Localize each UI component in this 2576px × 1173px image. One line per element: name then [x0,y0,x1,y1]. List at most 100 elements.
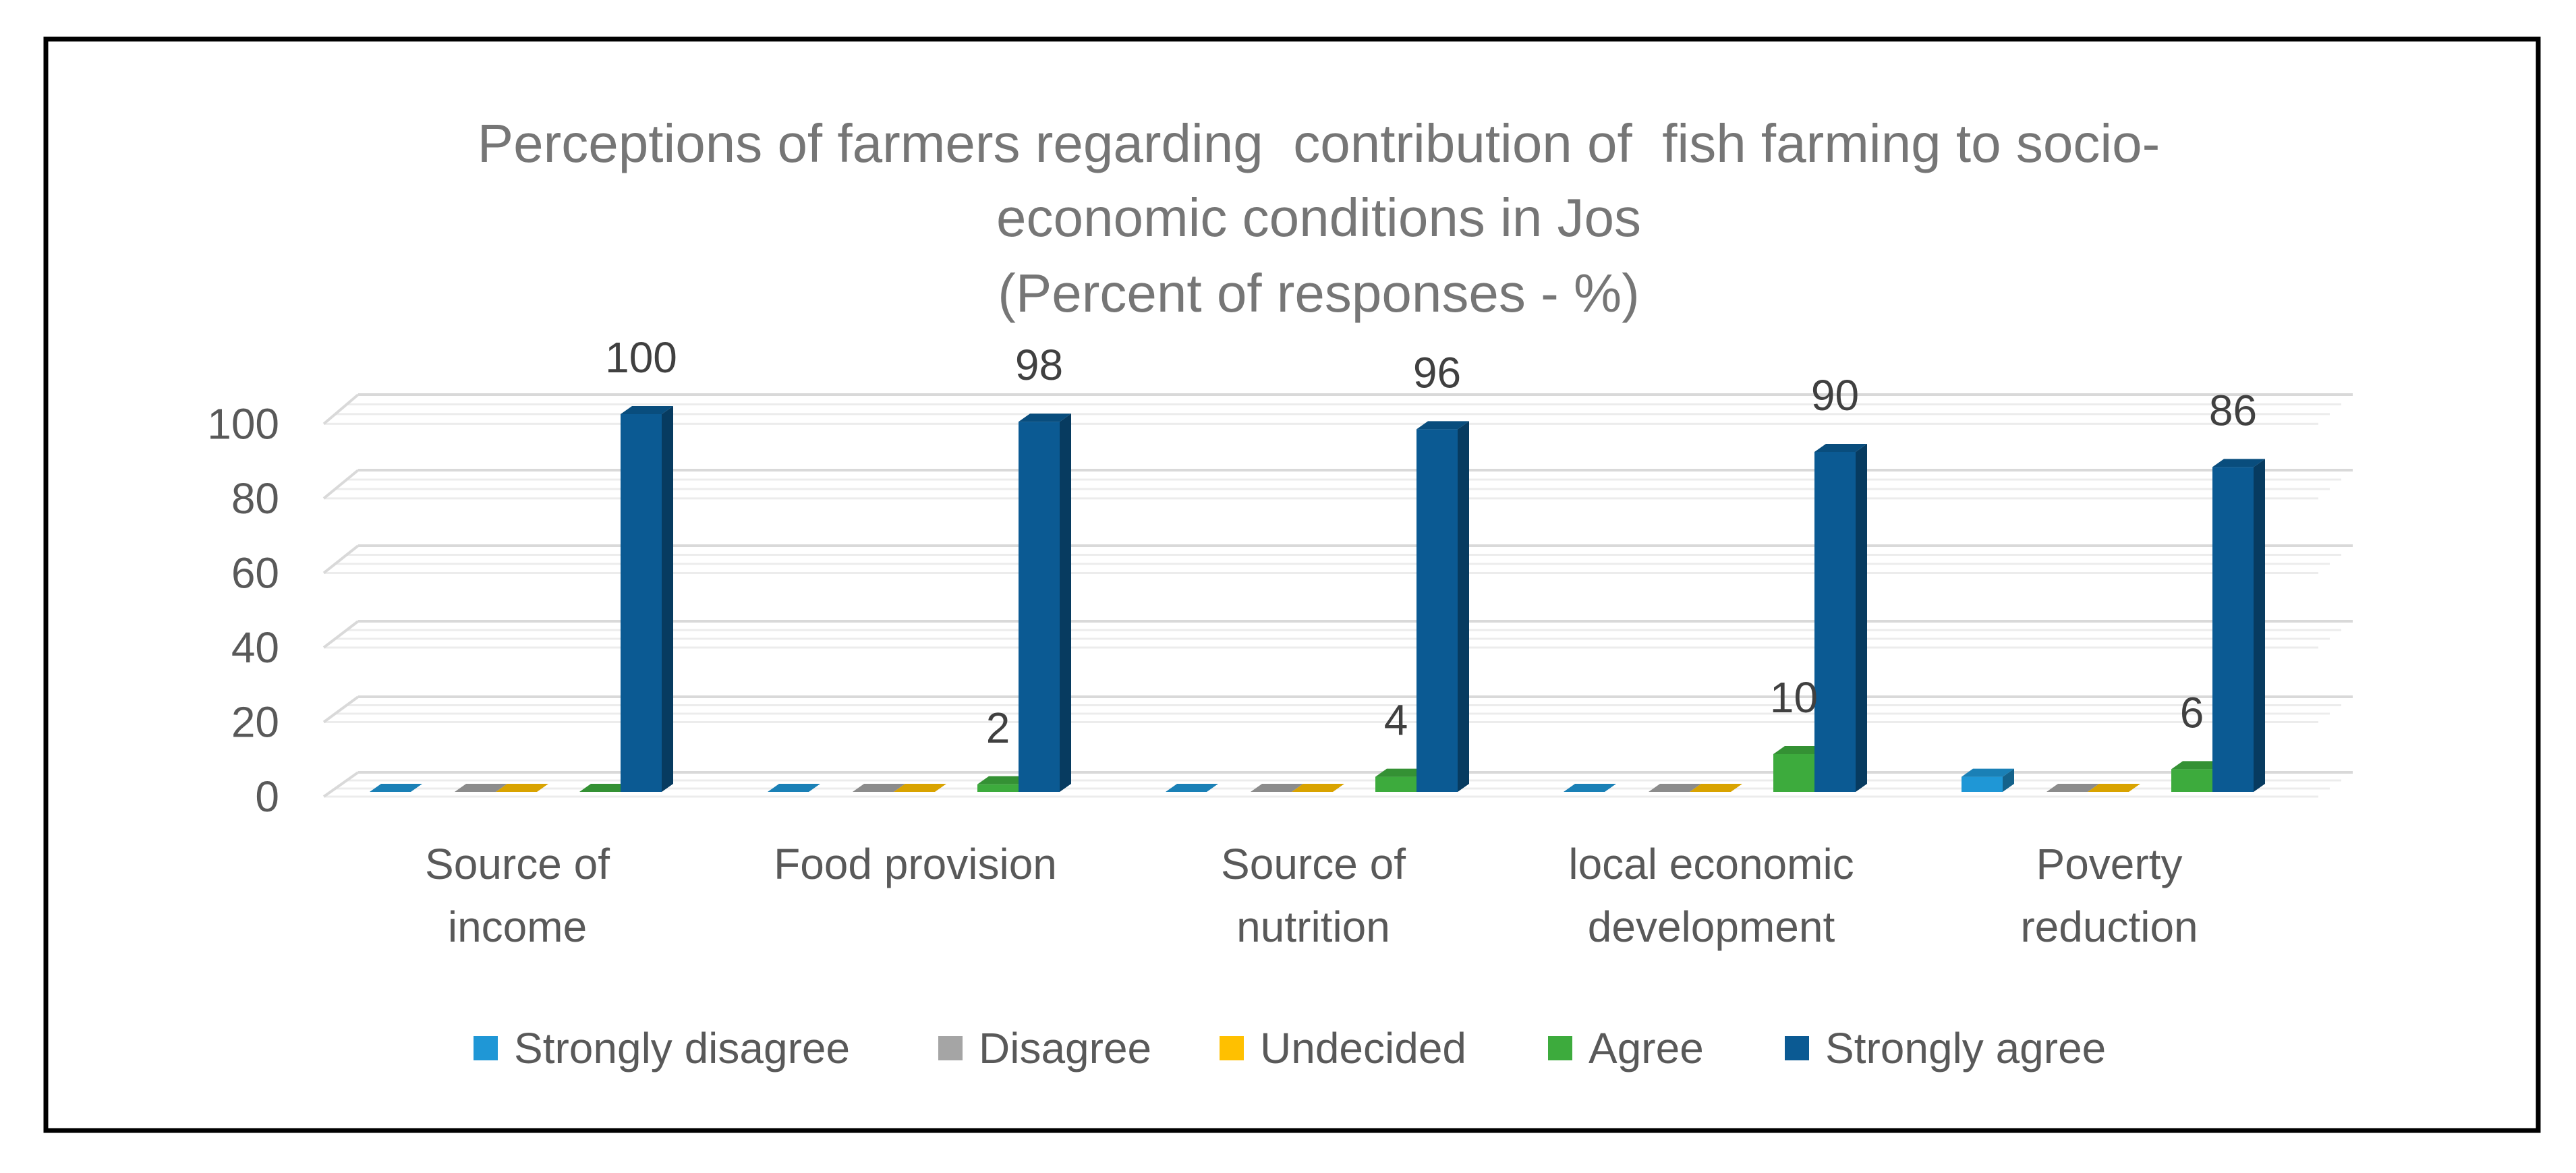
bar-top-face [2212,459,2265,467]
legend-item-undecided: Undecided [1220,1024,1466,1072]
chart-frame [43,36,2541,1133]
bar-top-face [1416,421,1469,430]
data-label-strongly-agree-local-economic-development: 90 [1811,371,1859,420]
bar-top-face [768,784,820,792]
bar-undecided-local-economic-development [1690,784,1742,792]
category-label-source-of-income: Source of income [425,840,610,951]
bar-top-face [1019,413,1071,422]
bar-top-face [1292,784,1344,792]
bar-side-face [1458,421,1469,792]
bar-top-face [1564,784,1616,792]
bar-top-face [579,784,632,792]
bar-front-face [1416,429,1458,792]
gridlines [322,393,2353,798]
legend-item-strongly-agree: Strongly agree [1785,1024,2106,1072]
legend-label-strongly-agree: Strongly agree [1825,1024,2106,1072]
category-label-line: Food provision [774,840,1057,888]
side-wall-gridline-100 [322,393,360,425]
bar-front-face [1814,452,1856,792]
category-label-line: local economic [1568,840,1854,888]
bar-strongly-disagree-food-provision [768,784,820,792]
bar-top-face [2088,784,2140,792]
bar-top-face [853,784,905,792]
bar-side-face [1856,444,1867,792]
legend-swatch-strongly-disagree [474,1036,498,1060]
bar-undecided-food-provision [894,784,946,792]
bar-top-face [2047,784,2099,792]
category-label-line: Source of [425,840,610,888]
bar-disagree-source-of-nutrition [1251,784,1303,792]
bar-strongly-disagree-local-economic-development [1564,784,1616,792]
bar-top-face [977,776,1030,784]
bar-strongly-agree-source-of-nutrition [1416,421,1469,792]
category-label-line: nutrition [1236,903,1390,951]
y-tick-label-0: 0 [255,772,279,821]
category-label-local-economic-development: local economic development [1568,840,1854,951]
legend-item-disagree: Disagree [938,1024,1151,1072]
bar-disagree-local-economic-development [1649,784,1701,792]
bar-front-face [2212,467,2254,792]
bar-strongly-disagree-poverty-reduction [1962,768,2014,792]
bar-strongly-agree-food-provision [1019,413,1071,792]
category-label-food-provision: Food provision [774,840,1057,888]
bar-side-face [2003,768,2014,792]
legend-swatch-disagree [938,1036,963,1060]
category-label-line: Source of [1221,840,1406,888]
legend-label-strongly-disagree: Strongly disagree [514,1024,850,1072]
bar-top-face [496,784,548,792]
bar-top-face [1649,784,1701,792]
bar-strongly-agree-poverty-reduction [2212,459,2265,792]
bar-disagree-food-provision [853,784,905,792]
legend-label-disagree: Disagree [979,1024,1151,1072]
bar-undecided-source-of-income [496,784,548,792]
bar-side-face [2254,459,2265,792]
bar-top-face [455,784,507,792]
y-tick-label-40: 40 [231,623,279,672]
bar-disagree-source-of-income [455,784,507,792]
bar-top-face [370,784,422,792]
chart-title: Perceptions of farmers regarding contrib… [478,113,2160,323]
data-labels: 100 2 98 4 96 10 90 6 86 [605,333,2257,752]
bar-top-face [1690,784,1742,792]
side-wall-gridline-60 [322,544,360,575]
chart-title-line-2: economic conditions in Jos [996,188,1641,248]
bar-agree-source-of-income [579,784,632,792]
bar-top-face [1166,784,1218,792]
bar-top-face [1375,768,1428,777]
data-label-agree-source-of-nutrition: 4 [1384,696,1408,745]
bar-top-face [1962,768,2014,777]
legend-item-strongly-disagree: Strongly disagree [474,1024,850,1072]
legend: Strongly disagree Disagree Undecided Agree S… [474,1024,2106,1072]
legend-swatch-agree [1548,1036,1572,1060]
category-label-line: development [1588,903,1835,951]
bar-front-face [1962,776,2003,792]
y-tick-label-60: 60 [231,548,279,597]
data-label-agree-food-provision: 2 [986,704,1010,752]
bar-front-face [1019,422,1060,792]
bar-side-face [662,406,673,792]
bar-front-face [977,784,1019,792]
bar-top-face [2171,761,2224,770]
category-label-line: income [448,903,587,951]
bar-top-face [894,784,946,792]
legend-swatch-strongly-agree [1785,1036,1809,1060]
bar-front-face [2171,769,2212,792]
category-label-poverty-reduction: Poverty reduction [2020,840,2198,951]
bar-side-face [1060,413,1071,792]
side-wall-gridline-80 [322,469,360,500]
chart-title-line-1: Perceptions of farmers regarding contrib… [478,113,2160,173]
chart-title-line-3: (Percent of responses - %) [998,263,1639,323]
category-axis-labels: Source of income Food provision Source of nu… [425,840,2198,951]
bar-front-face [621,414,662,792]
bar-front-face [1773,754,1814,792]
category-label-line: Poverty [2036,840,2183,888]
bar-top-face [1814,444,1867,452]
bar-top-face [1773,746,1826,754]
bar-strongly-disagree-source-of-nutrition [1166,784,1218,792]
side-wall-gridline-40 [322,620,360,649]
bars [370,406,2265,792]
data-label-strongly-agree-source-of-income: 100 [605,333,677,382]
y-axis-labels: 0 20 40 60 80 100 [207,399,279,821]
bar-strongly-disagree-source-of-income [370,784,422,792]
